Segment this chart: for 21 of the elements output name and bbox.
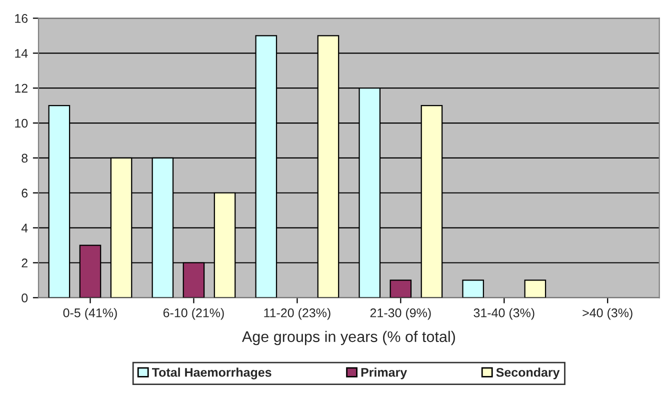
y-tick-label: 6 [22, 188, 28, 198]
bar [524, 280, 546, 298]
y-tick-label: 4 [21, 224, 28, 232]
x-tick-label: 6-10 (21%) [163, 308, 224, 320]
y-tick-label: 10 [15, 118, 28, 128]
y-tick-label: 8 [22, 154, 28, 163]
x-tick-label: 21-30 (9%) [370, 308, 431, 320]
legend-label: Total Haemorrhages [152, 368, 272, 380]
x-tick-label: 0-5 (41%) [63, 308, 117, 320]
legend-label: Primary [361, 368, 408, 380]
x-tick-label: >40 (3%) [582, 308, 632, 320]
legend-label: Secondary [496, 368, 560, 380]
y-tick-label: 2 [22, 258, 28, 268]
x-tick-label: 31-40 (3%) [474, 308, 534, 320]
x-axis-title: Age groups in years (% of total) [242, 330, 455, 346]
y-tick-label: 12 [15, 84, 28, 93]
y-tick-label: 0 [22, 293, 28, 302]
y-tick-label: 14 [15, 49, 28, 58]
x-tick-label: 11-20 (23%) [264, 308, 330, 320]
y-tick-label: 16 [15, 14, 28, 23]
bar [462, 280, 484, 298]
